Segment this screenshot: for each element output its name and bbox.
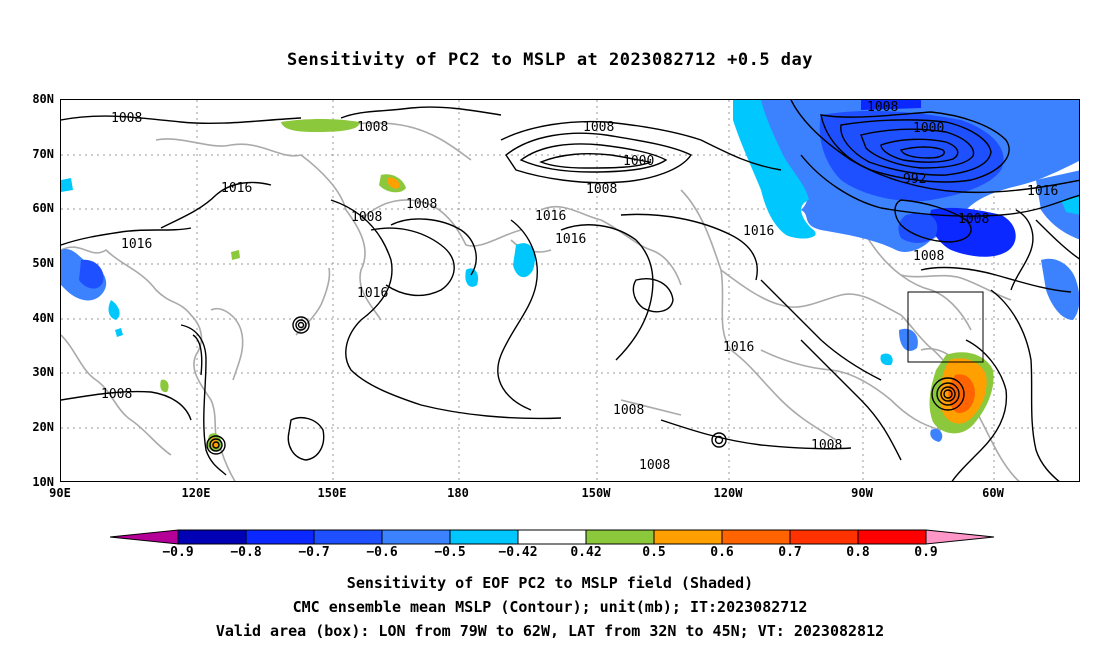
colorbar-cell	[245, 529, 315, 545]
caption-line-1: Sensitivity of EOF PC2 to MSLP field (Sh…	[346, 574, 754, 592]
colorbar-cell	[517, 529, 587, 545]
contour-label: 1008	[111, 111, 142, 126]
map-canvas: 1008 1008 1008 1000 1008 1008 1008 1000 …	[61, 100, 1079, 481]
contour-label: 1008	[639, 458, 670, 473]
contour-label: 1008	[101, 387, 132, 402]
colorbar	[110, 529, 995, 545]
contour-label: 1008	[867, 100, 898, 115]
colorbar-tick-label: 0.42	[570, 545, 602, 560]
colorbar-tick-label: 0.8	[846, 545, 870, 560]
contour-label: 1008	[811, 438, 842, 453]
contour-label: 1000	[913, 121, 944, 136]
contour-label: 1008	[357, 120, 388, 135]
contour-label: 1000	[623, 154, 654, 169]
lat-label-20n: 20N	[32, 420, 54, 434]
colorbar-tick-label: −0.9	[162, 545, 194, 560]
contour-label: 1016	[535, 209, 566, 224]
contour-label: 1016	[723, 340, 754, 355]
contour-label: 1008	[586, 182, 617, 197]
lat-label-80n: 80N	[32, 92, 54, 106]
colorbar-tick-label: 0.5	[642, 545, 666, 560]
contour-label: 1008	[913, 249, 944, 264]
plot-title: Sensitivity of PC2 to MSLP at 2023082712…	[286, 50, 813, 70]
colorbar-cell	[585, 529, 655, 545]
contour-label: 1008	[583, 120, 614, 135]
contour-label: 1016	[121, 237, 152, 252]
caption-line-2: CMC ensemble mean MSLP (Contour); unit(m…	[292, 598, 808, 616]
contour-label: 1008	[958, 212, 989, 227]
colorbar-tick-label: 0.6	[710, 545, 734, 560]
contour-label: 1016	[743, 224, 774, 239]
shading-negative	[61, 100, 1079, 442]
valid-area-box	[907, 291, 984, 363]
colorbar-tick-label: −0.6	[366, 545, 398, 560]
colorbar-cell	[381, 529, 451, 545]
contour-label: 1016	[221, 181, 252, 196]
colorbar-cell	[449, 529, 519, 545]
lat-label-30n: 30N	[32, 365, 54, 379]
contour-label: 1008	[406, 197, 437, 212]
colorbar-cell	[313, 529, 383, 545]
contour-label: 1016	[555, 232, 586, 247]
shading-positive	[160, 119, 994, 452]
colorbar-cells	[110, 529, 995, 545]
contour-labels: 1008 1008 1008 1000 1008 1008 1008 1000 …	[101, 100, 1058, 473]
colorbar-tick-label: −0.42	[498, 545, 538, 560]
lat-label-40n: 40N	[32, 311, 54, 325]
colorbar-arrow-low	[110, 529, 179, 545]
colorbar-tick-label: −0.7	[298, 545, 330, 560]
lat-label-10n: 10N	[32, 475, 54, 489]
colorbar-cell	[653, 529, 723, 545]
colorbar-cell	[857, 529, 927, 545]
colorbar-tick-label: 0.9	[914, 545, 938, 560]
map-panel: 1008 1008 1008 1000 1008 1008 1008 1000 …	[60, 99, 1080, 482]
lon-label-120w: 120W	[713, 486, 743, 500]
contour-label: 1008	[613, 403, 644, 418]
colorbar-arrow-high	[925, 529, 995, 545]
lon-label-90w: 90W	[851, 486, 873, 500]
colorbar-cell	[789, 529, 859, 545]
lon-label-90e: 90E	[49, 486, 71, 500]
contour-label: 1016	[357, 286, 388, 301]
lat-label-70n: 70N	[32, 147, 54, 161]
caption-line-3: Valid area (box): LON from 79W to 62W, L…	[215, 622, 885, 640]
lon-label-150e: 150E	[317, 486, 347, 500]
lon-label-150w: 150W	[581, 486, 611, 500]
colorbar-tick-label: 0.7	[778, 545, 802, 560]
colorbar-cell	[177, 529, 247, 545]
lon-label-120e: 120E	[181, 486, 211, 500]
contour-label: 992	[903, 172, 926, 187]
lon-label-180: 180	[447, 486, 469, 500]
mslp-contours	[61, 100, 1079, 481]
colorbar-tick-label: −0.5	[434, 545, 466, 560]
colorbar-tick-label: −0.8	[230, 545, 262, 560]
lat-label-60n: 60N	[32, 201, 54, 215]
colorbar-cell	[721, 529, 791, 545]
contour-label: 1016	[1027, 184, 1058, 199]
contour-label: 1008	[351, 210, 382, 225]
lat-label-50n: 50N	[32, 256, 54, 270]
lon-label-60w: 60W	[982, 486, 1004, 500]
